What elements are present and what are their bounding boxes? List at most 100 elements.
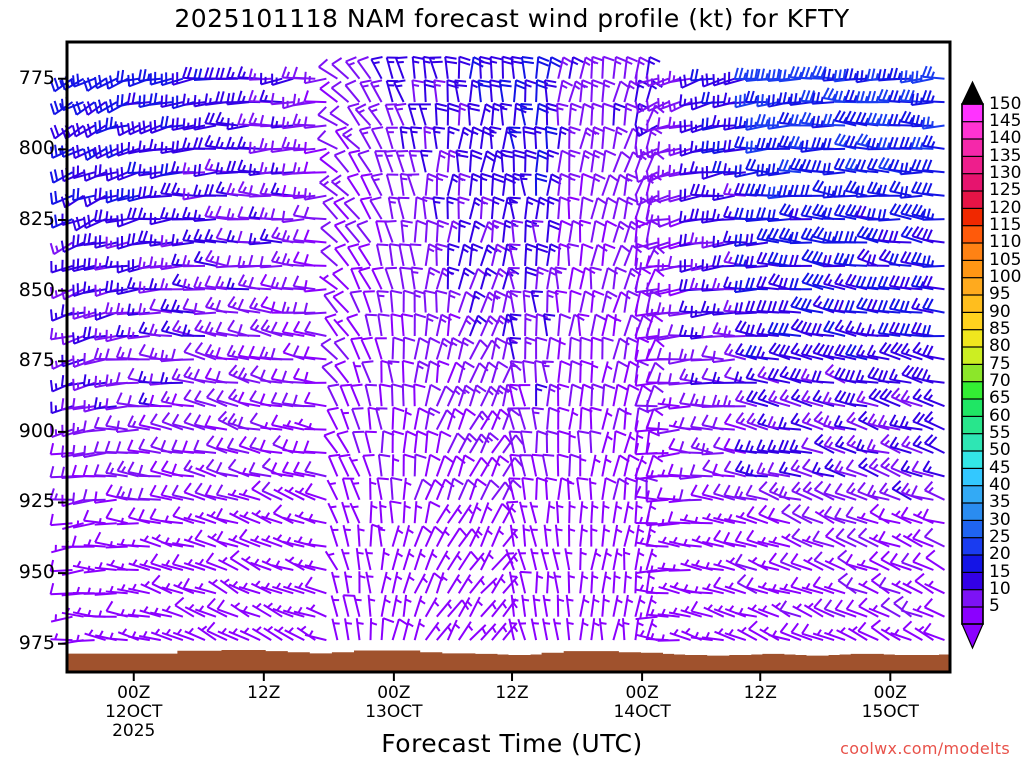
wind-barb <box>857 527 879 548</box>
wind-barb <box>457 360 475 384</box>
wind-barb <box>399 266 412 290</box>
wind-barb <box>319 81 339 103</box>
wind-barb <box>457 267 476 290</box>
wind-barb <box>248 297 272 314</box>
wind-barb <box>855 159 879 174</box>
wind-barb <box>479 126 495 150</box>
wind-barb <box>579 172 594 196</box>
wind-barb <box>149 413 173 431</box>
wind-barb <box>612 595 623 617</box>
wind-barb <box>902 580 923 595</box>
colorbar-over-arrow <box>961 80 984 105</box>
wind-barb <box>248 232 272 246</box>
wind-barb <box>83 539 106 548</box>
wind-barb <box>193 228 217 244</box>
wind-barb <box>204 484 228 501</box>
wind-barb <box>402 572 415 594</box>
wind-barb <box>238 489 261 501</box>
wind-barb <box>273 626 294 641</box>
wind-barb <box>237 298 261 314</box>
wind-barb <box>490 196 505 220</box>
wind-barb <box>281 461 305 478</box>
wind-barb <box>713 559 736 571</box>
wind-barb <box>303 141 327 155</box>
wind-barb <box>658 582 680 595</box>
wind-barb <box>402 336 416 360</box>
wind-barb <box>479 291 499 313</box>
colorbar-segment <box>961 554 984 574</box>
wind-barb <box>490 454 510 477</box>
wind-barb <box>397 196 410 220</box>
wind-barb <box>554 289 568 313</box>
colorbar-tick-label: 130 <box>989 162 1022 183</box>
wind-barb <box>446 337 464 360</box>
wind-barb <box>744 277 768 291</box>
wind-barb <box>478 55 492 79</box>
wind-barb <box>622 618 630 641</box>
wind-barb <box>183 535 206 548</box>
wind-barb <box>457 597 473 618</box>
wind-barb <box>171 368 195 384</box>
wind-barb <box>127 608 150 618</box>
wind-barb <box>778 299 802 314</box>
wind-barb <box>557 360 572 383</box>
wind-barb <box>590 289 605 313</box>
wind-barb <box>524 336 537 360</box>
wind-barb <box>712 188 735 202</box>
wind-barb <box>778 461 802 478</box>
wind-barb <box>292 461 316 478</box>
wind-barb <box>601 196 619 220</box>
wind-barb <box>435 242 448 266</box>
wind-barb <box>406 173 420 197</box>
wind-barb <box>402 477 412 500</box>
wind-barb <box>877 508 901 525</box>
wind-barb <box>524 313 537 337</box>
wind-barb <box>413 548 426 571</box>
wind-barb <box>524 242 538 266</box>
wind-barb <box>645 490 669 503</box>
wind-barb <box>747 604 769 618</box>
wind-barb <box>557 406 570 430</box>
wind-barb <box>330 174 350 197</box>
wind-barb <box>171 299 194 314</box>
wind-barb <box>480 479 500 501</box>
wind-barb <box>303 229 327 244</box>
wind-barb <box>781 503 802 525</box>
wind-barb <box>424 525 445 548</box>
wind-barb <box>469 339 489 360</box>
colorbar-tick-label: 100 <box>989 266 1022 287</box>
wind-barb <box>423 289 436 313</box>
wind-barb <box>757 560 780 571</box>
wind-barb <box>565 594 574 617</box>
wind-barb <box>193 209 217 222</box>
wind-barb <box>303 206 327 221</box>
wind-barb <box>126 327 150 340</box>
wind-barb <box>364 548 373 571</box>
wind-barb <box>422 196 435 220</box>
colorbar-tick-label: 70 <box>989 370 1011 391</box>
wind-barb <box>436 599 453 618</box>
wind-barb <box>899 185 923 199</box>
wind-barb <box>801 582 824 595</box>
wind-barb <box>457 432 478 454</box>
wind-barb <box>866 484 890 501</box>
wind-barb <box>535 266 550 290</box>
wind-barb <box>457 621 474 641</box>
wind-barb <box>845 553 868 571</box>
wind-barb <box>517 407 531 430</box>
wind-barb <box>811 273 835 291</box>
wind-barb <box>634 548 645 571</box>
wind-barb <box>94 531 117 548</box>
wind-barb <box>480 623 497 641</box>
wind-barb <box>822 162 846 176</box>
wind-barb <box>386 360 400 384</box>
wind-barb <box>912 411 934 431</box>
wind-barb <box>668 564 691 572</box>
colorbar-under-arrow <box>961 623 984 650</box>
wind-barb <box>204 415 228 431</box>
wind-barb <box>734 530 758 548</box>
wind-barb <box>296 625 316 641</box>
wind-barb <box>546 336 562 360</box>
wind-barb <box>384 220 397 243</box>
wind-barb <box>507 126 522 150</box>
